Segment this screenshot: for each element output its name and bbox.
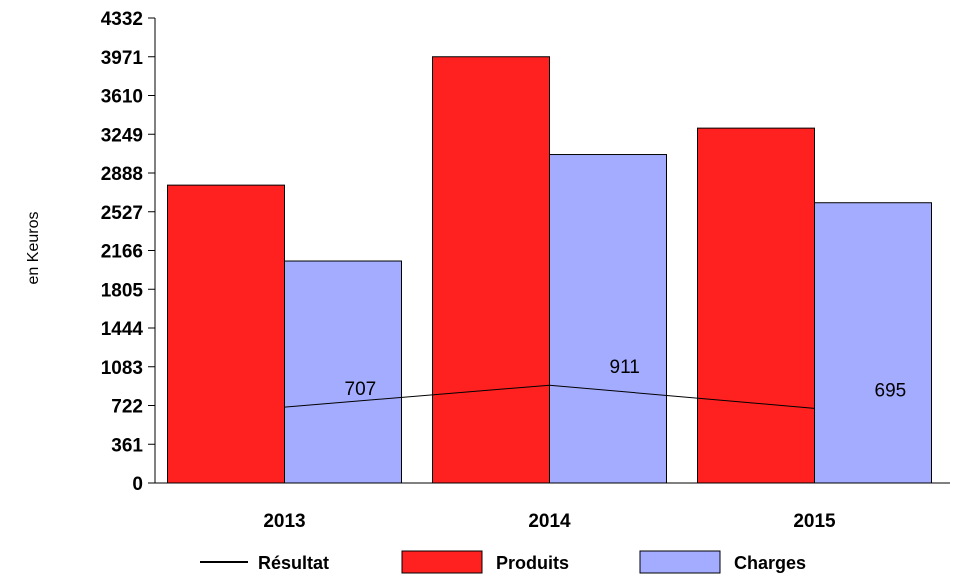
y-tick-label: 2527 bbox=[101, 203, 143, 224]
series-line-résultat bbox=[284, 384, 815, 409]
y-tick-label: 3610 bbox=[101, 87, 143, 108]
x-tick-label: 2013 bbox=[263, 511, 305, 532]
legend-label: Résultat bbox=[258, 553, 329, 573]
y-tick-label: 2166 bbox=[101, 242, 143, 263]
y-axis: 0 361 722 1083 1444 1805 2166 2527 2888 3249 3610 3… bbox=[101, 9, 156, 495]
result-line: 707 911 695 bbox=[284, 357, 907, 409]
x-tick-label: 2014 bbox=[528, 511, 571, 532]
bar-produits-2013 bbox=[167, 184, 285, 484]
data-label: 911 bbox=[610, 357, 640, 378]
bar-charges-2015 bbox=[814, 202, 932, 484]
legend-label: Produits bbox=[496, 553, 569, 573]
y-tick-label: 1805 bbox=[101, 280, 144, 301]
legend-label: Charges bbox=[734, 553, 806, 573]
x-tick-label: 2015 bbox=[793, 511, 836, 532]
y-tick-label: 722 bbox=[111, 397, 143, 418]
x-axis: 2013 2014 2015 bbox=[155, 482, 950, 532]
y-tick-label: 1444 bbox=[101, 319, 144, 340]
y-tick-label: 3249 bbox=[101, 125, 143, 146]
y-tick-label: 1083 bbox=[101, 358, 143, 379]
data-label: 707 bbox=[345, 379, 377, 400]
y-tick-label: 2888 bbox=[101, 164, 143, 185]
y-tick-label: 4332 bbox=[101, 9, 143, 30]
y-tick-label: 361 bbox=[111, 435, 143, 456]
bars bbox=[167, 56, 932, 484]
legend-swatch-produits bbox=[401, 550, 483, 574]
bar-produits-2015 bbox=[697, 127, 815, 484]
data-label: 695 bbox=[875, 380, 907, 401]
bar-produits-2014 bbox=[432, 56, 550, 484]
bar-charges-2014 bbox=[549, 154, 667, 484]
legend-swatch-charges bbox=[639, 550, 721, 574]
y-tick-label: 3971 bbox=[101, 48, 144, 69]
y-axis-label: en Keuros bbox=[25, 212, 42, 285]
legend: Résultat Produits Charges bbox=[200, 550, 806, 574]
y-tick-label: 0 bbox=[132, 474, 143, 495]
bar-charges-2013 bbox=[284, 260, 402, 484]
